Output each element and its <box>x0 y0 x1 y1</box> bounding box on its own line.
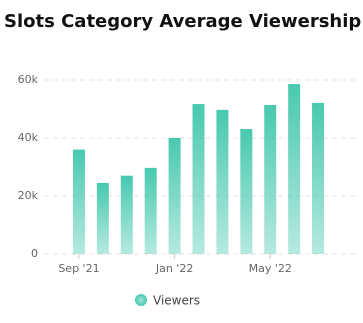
bar <box>120 175 133 254</box>
y-tick-label: 0 <box>31 247 38 260</box>
chart-title: Slots Category Average Viewership <box>4 11 361 32</box>
bar <box>72 149 85 254</box>
bar <box>288 84 301 254</box>
y-tick-label: 20k <box>18 189 39 202</box>
y-tick-label: 40k <box>18 131 39 144</box>
bar <box>96 182 109 254</box>
bar <box>168 138 181 254</box>
legend-marker <box>135 294 147 306</box>
bar <box>264 104 277 254</box>
legend-label: Viewers <box>153 294 200 308</box>
bar <box>312 102 325 254</box>
bar <box>240 129 253 254</box>
x-tick-label: Jan '22 <box>155 262 193 275</box>
bar <box>192 104 205 254</box>
bar <box>216 109 229 255</box>
y-tick-label: 60k <box>18 73 39 86</box>
bar <box>144 167 157 254</box>
x-tick-label: May '22 <box>249 262 292 275</box>
x-tick-label: Sep '21 <box>58 262 99 275</box>
